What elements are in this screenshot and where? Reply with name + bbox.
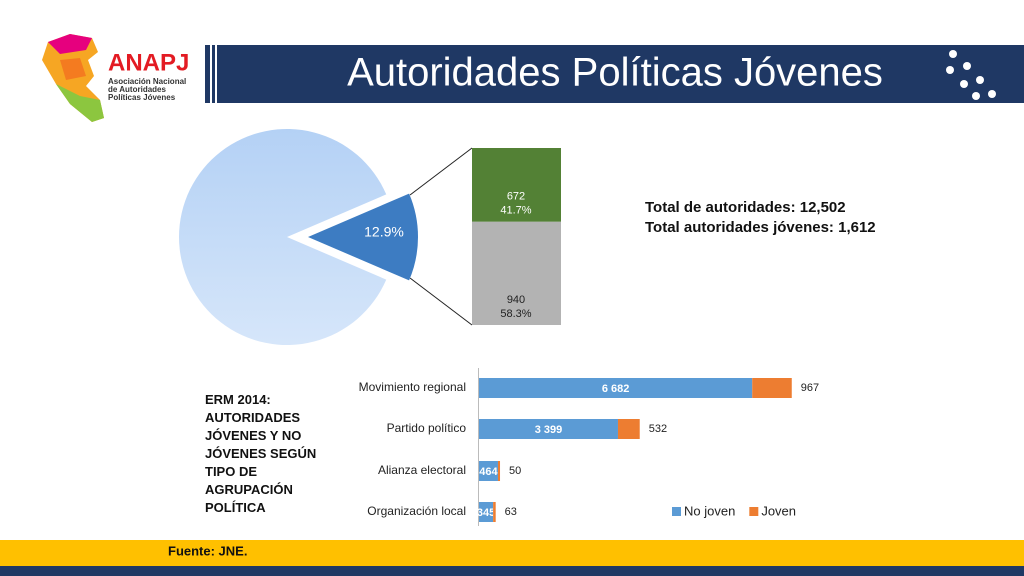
value-label: 464 [479,466,498,478]
connector [409,277,473,326]
value-label: 940 [507,294,525,306]
pie-slice [308,193,419,281]
title: Autoridades Políticas Jóvenes [347,51,883,95]
category-label: Alianza electoral [378,463,466,477]
share-label: 41.7% [500,205,531,217]
value-label: 532 [649,423,667,435]
bar [479,461,498,481]
value-label: 6 682 [602,383,630,395]
value-label: 63 [505,506,517,518]
share-label: 58.3% [500,308,531,320]
legend-label: No joven [684,503,735,518]
bar [497,461,501,481]
category-label: Organización local [367,504,466,518]
bar [493,502,496,522]
value-label: 967 [801,382,819,394]
source: Fuente: JNE. [168,543,247,558]
value-label: 3 399 [535,424,563,436]
column-segment [472,221,561,325]
logo-text: ANAPJ [108,49,189,76]
value-label: 672 [507,191,525,203]
bar [479,419,618,439]
column-segment [472,148,561,222]
legend-label: Joven [761,503,796,518]
logo-map [42,34,104,122]
bar [617,419,640,439]
title-bar [205,45,1024,103]
dots [946,50,996,100]
logo-subtitle: Políticas Jóvenes [108,93,176,102]
bar [479,502,494,522]
category-label: Partido político [387,421,467,435]
pie-label: 12.9% [364,224,404,240]
value-label: 50 [509,465,521,477]
annotation: Total de autoridades: 12,502 [645,199,846,216]
category-label: Movimiento regional [359,380,466,394]
logo-subtitle: Asociación Nacional [108,77,186,86]
footer-band [0,540,1024,566]
annotation: Total autoridades jóvenes: 1,612 [645,219,876,236]
footer-bottom [0,566,1024,576]
pie-slice [179,128,387,345]
legend-swatch [672,507,681,516]
connector [409,147,473,196]
stripe [215,45,217,103]
legend-swatch [749,507,759,516]
stripe [210,45,212,103]
logo-subtitle: de Autoridades [108,85,166,94]
bar-chart-title: ERM 2014: AUTORIDADES JÓVENES Y NO JÓVEN… [205,392,317,515]
bar [752,378,792,398]
value-label: 345 [477,507,495,519]
bar [479,378,753,398]
